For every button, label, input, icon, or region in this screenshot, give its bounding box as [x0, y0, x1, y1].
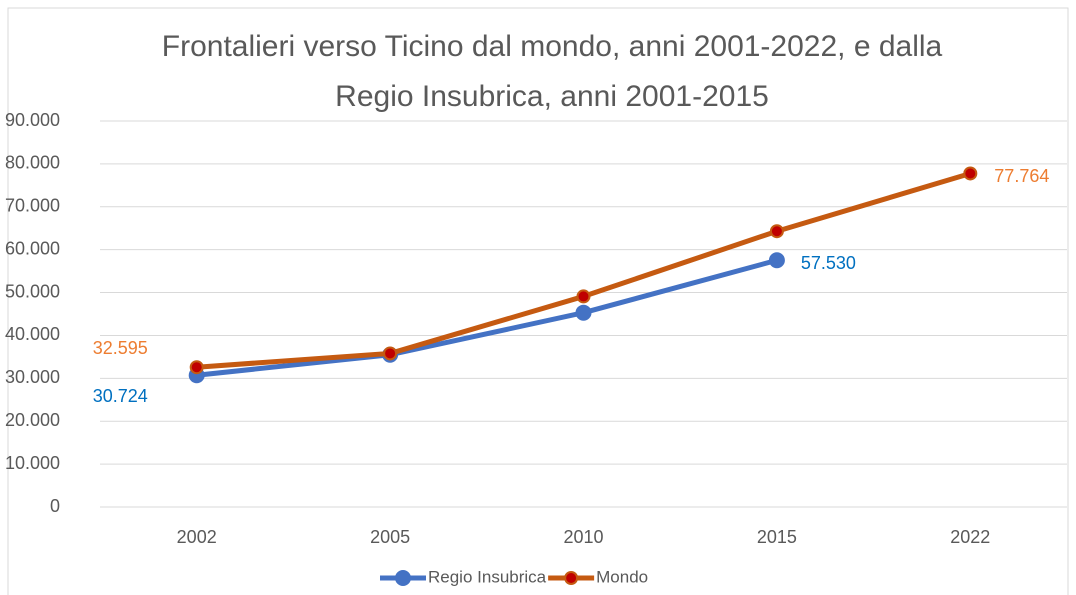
y-tick-label: 30.000 — [5, 367, 60, 387]
y-tick-label: 60.000 — [5, 238, 60, 258]
data-label: 32.595 — [93, 338, 148, 358]
legend-label: Mondo — [596, 567, 648, 586]
data-label: 77.764 — [994, 166, 1049, 186]
y-tick-label: 20.000 — [5, 410, 60, 430]
x-tick-label: 2022 — [950, 527, 990, 547]
point — [575, 304, 592, 321]
x-tick-label: 2005 — [370, 527, 410, 547]
point — [768, 252, 785, 269]
y-tick-label: 50.000 — [5, 281, 60, 301]
x-tick-label: 2015 — [757, 527, 797, 547]
point — [383, 346, 398, 361]
point — [189, 360, 204, 375]
legend-marker — [564, 571, 579, 585]
y-tick-label: 90.000 — [5, 110, 60, 130]
chart-border — [7, 7, 1069, 595]
y-tick-label: 70.000 — [5, 196, 60, 216]
chart-title: Frontalieri verso Ticino dal mondo, anni… — [161, 30, 943, 113]
x-tick-label: 2010 — [563, 527, 603, 547]
data-label: 57.530 — [801, 253, 856, 273]
y-tick-label: 80.000 — [5, 153, 60, 173]
data-label: 30.724 — [93, 386, 148, 406]
point — [576, 289, 591, 304]
legend-marker — [395, 570, 411, 586]
series-line — [196, 257, 778, 378]
x-tick-label: 2002 — [177, 527, 217, 547]
y-tick-label: 40.000 — [5, 324, 60, 344]
y-tick-label: 10.000 — [5, 453, 60, 473]
y-tick-label: 0 — [50, 496, 60, 516]
point — [963, 166, 978, 181]
point — [769, 224, 784, 239]
legend-label: Regio Insubrica — [428, 567, 547, 586]
